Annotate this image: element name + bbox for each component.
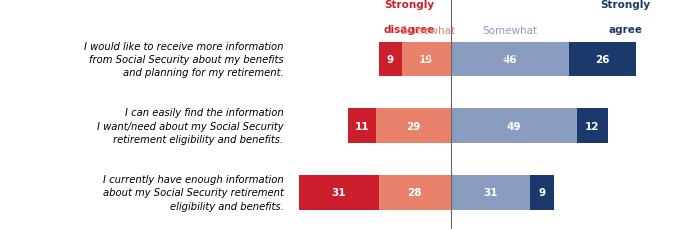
Text: Somewhat: Somewhat <box>482 26 538 36</box>
Bar <box>451 109 576 143</box>
Text: agree: agree <box>495 50 525 60</box>
Text: agree: agree <box>609 25 643 35</box>
Text: I would like to receive more information
from Social Security about my benefits
: I would like to receive more information… <box>84 42 283 78</box>
Bar <box>402 43 451 77</box>
Bar <box>451 43 569 77</box>
Text: Strongly: Strongly <box>600 0 651 10</box>
Bar <box>451 175 531 210</box>
Bar <box>299 175 378 210</box>
Bar <box>569 43 636 77</box>
Text: 28: 28 <box>407 188 422 197</box>
Bar <box>576 109 608 143</box>
Bar <box>376 109 451 143</box>
Text: disagree: disagree <box>405 50 450 60</box>
Text: 9: 9 <box>387 55 394 65</box>
Bar <box>378 43 402 77</box>
Bar <box>531 175 553 210</box>
Text: 46: 46 <box>503 55 517 65</box>
Text: 31: 31 <box>331 188 346 197</box>
Text: 29: 29 <box>406 121 421 131</box>
Text: 11: 11 <box>354 121 369 131</box>
Bar <box>348 109 376 143</box>
Text: disagree: disagree <box>384 25 435 35</box>
Text: 12: 12 <box>585 121 600 131</box>
Text: Strongly: Strongly <box>385 0 434 10</box>
Text: 26: 26 <box>595 55 610 65</box>
Text: 31: 31 <box>484 188 498 197</box>
Text: I can easily find the information
I want/need about my Social Security
retiremen: I can easily find the information I want… <box>97 108 283 144</box>
Text: 9: 9 <box>538 188 546 197</box>
Text: 19: 19 <box>419 55 434 65</box>
Text: I currently have enough information
about my Social Security retirement
eligibil: I currently have enough information abou… <box>102 174 283 211</box>
Text: 49: 49 <box>507 121 521 131</box>
Text: Somewhat: Somewhat <box>400 26 455 36</box>
Bar <box>378 175 451 210</box>
